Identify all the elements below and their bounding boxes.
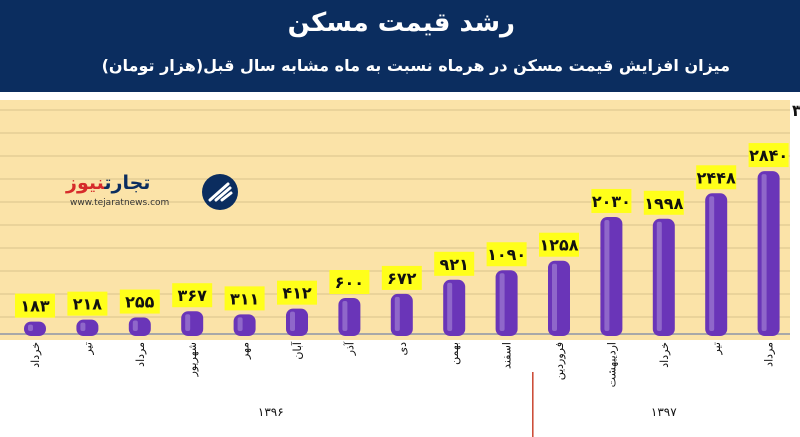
value-label-box xyxy=(15,293,55,318)
bar-highlight xyxy=(656,221,662,331)
x-tick-label: بهمن xyxy=(448,342,461,365)
value-label-box xyxy=(434,251,475,276)
value-label: ۲۰۳۰ xyxy=(592,192,631,211)
x-tick-label: فروردین xyxy=(553,342,566,380)
bar xyxy=(286,308,308,336)
bar-highlight xyxy=(132,320,138,331)
x-tick-label: اردیبهشت xyxy=(605,342,618,387)
value-label-box xyxy=(277,280,317,305)
x-tick-label: شهریور xyxy=(186,342,199,377)
value-label: ۱۰۹۰ xyxy=(487,245,526,264)
value-label: ۱۹۹۸ xyxy=(644,194,683,213)
bar xyxy=(390,293,413,336)
value-label: ۲۱۸ xyxy=(73,295,103,314)
x-tick-label: خرداد xyxy=(29,342,42,368)
value-label-box xyxy=(643,190,684,215)
value-label: ۴۱۲ xyxy=(282,284,312,303)
bar-highlight xyxy=(709,196,715,331)
bar-highlight xyxy=(552,263,557,331)
value-label: ۱۲۵۸ xyxy=(539,236,578,255)
logo-mark-icon xyxy=(202,174,238,210)
x-tick-label: اسفند xyxy=(501,342,514,369)
value-label: ۹۲۱ xyxy=(440,255,469,274)
x-tick-label: آذر xyxy=(342,341,356,356)
value-label-box xyxy=(696,165,737,190)
value-label: ۳۶۷ xyxy=(178,286,208,305)
x-tick-label: مرداد xyxy=(763,342,776,367)
value-label-box xyxy=(224,286,265,311)
partial-value-label: ۳ xyxy=(792,101,800,120)
bar xyxy=(338,298,361,336)
bar xyxy=(600,216,623,336)
chart-title: رشد قیمت مسکن xyxy=(287,8,515,38)
value-label: ۶۷۲ xyxy=(387,269,417,288)
x-tick-label: مرداد xyxy=(134,342,147,367)
value-label: ۲۴۴۸ xyxy=(697,168,736,187)
value-label-box xyxy=(119,289,160,314)
x-axis: خرداد تیر مرداد شهریور مهر آبان آذر دی بهمن اسفند… xyxy=(29,341,776,437)
bar-highlight xyxy=(290,311,295,331)
x-tick-label: دی xyxy=(396,342,409,356)
bar xyxy=(548,260,570,336)
bar xyxy=(76,319,99,336)
bar-highlight xyxy=(447,282,453,331)
bar-highlight xyxy=(28,324,33,331)
value-labels: ۱۸۳ ۲۱۸ ۲۵۵ ۳۶۷ ۳۱۱ ۴۱۲ ۶۰۰ ۶۷۲ ۹۲۱ ۱۰۹۰ ۱۲۵۸ ۲۰۳۰ ۱… xyxy=(15,101,800,318)
value-label-box xyxy=(329,270,370,294)
bar xyxy=(24,321,46,336)
value-label-box xyxy=(748,143,789,168)
x-tick-label: خرداد xyxy=(658,342,671,368)
logo-name-dark: تجارت xyxy=(104,172,151,194)
value-label: ۳۱۱ xyxy=(230,289,259,308)
bar xyxy=(128,317,151,336)
bar xyxy=(443,279,466,336)
bar xyxy=(652,218,675,336)
bar xyxy=(233,314,256,336)
bar-highlight xyxy=(499,273,505,331)
bar xyxy=(757,171,780,336)
bar xyxy=(705,193,728,336)
value-label-box xyxy=(381,265,422,290)
bars xyxy=(24,171,780,336)
bar xyxy=(495,270,518,336)
year-label: ۱۳۹۶ xyxy=(258,405,284,419)
x-tick-label: تیر xyxy=(710,342,723,355)
bar-highlight xyxy=(342,301,348,331)
value-label-box xyxy=(591,188,632,213)
value-label: ۶۰۰ xyxy=(335,273,364,292)
watermark-logo: تجارتنیوز www.tejaratnews.com xyxy=(66,172,251,214)
chart-header: رشد قیمت مسکن میزان افزایش قیمت مسکن در … xyxy=(0,0,800,92)
value-label-box xyxy=(67,291,108,316)
logo-text: تجارتنیوز xyxy=(66,172,150,194)
bar-highlight xyxy=(761,174,767,331)
value-label-box xyxy=(539,232,579,257)
x-tick-label: تیر xyxy=(81,342,94,355)
bar-chart: ۱۸۳ ۲۱۸ ۲۵۵ ۳۶۷ ۳۱۱ ۴۱۲ ۶۰۰ ۶۷۲ ۹۲۱ ۱۰۹۰ ۱۲۵۸ ۲۰۳۰ ۱… xyxy=(0,100,800,437)
value-label: ۱۸۳ xyxy=(20,297,50,316)
value-label-box xyxy=(172,283,213,308)
x-tick-label: آبان xyxy=(290,341,304,359)
chart-subtitle: میزان افزایش قیمت مسکن در هرماه نسبت به … xyxy=(101,56,730,75)
bar-highlight xyxy=(394,296,400,331)
value-label: ۲۵۵ xyxy=(125,293,155,312)
value-label-box xyxy=(486,242,527,267)
year-label: ۱۳۹۷ xyxy=(651,405,677,419)
bar-highlight xyxy=(80,322,86,331)
logo-url: www.tejaratnews.com xyxy=(70,198,170,208)
value-label: ۲۸۴۰ xyxy=(749,146,788,165)
bar-highlight xyxy=(604,219,610,331)
logo-name-accent: نیوز xyxy=(66,172,105,194)
bar-highlight xyxy=(185,314,191,331)
bar xyxy=(181,311,204,336)
bar-highlight xyxy=(237,317,243,331)
x-tick-label: مهر xyxy=(239,342,252,360)
plot-right-edge xyxy=(790,100,800,340)
